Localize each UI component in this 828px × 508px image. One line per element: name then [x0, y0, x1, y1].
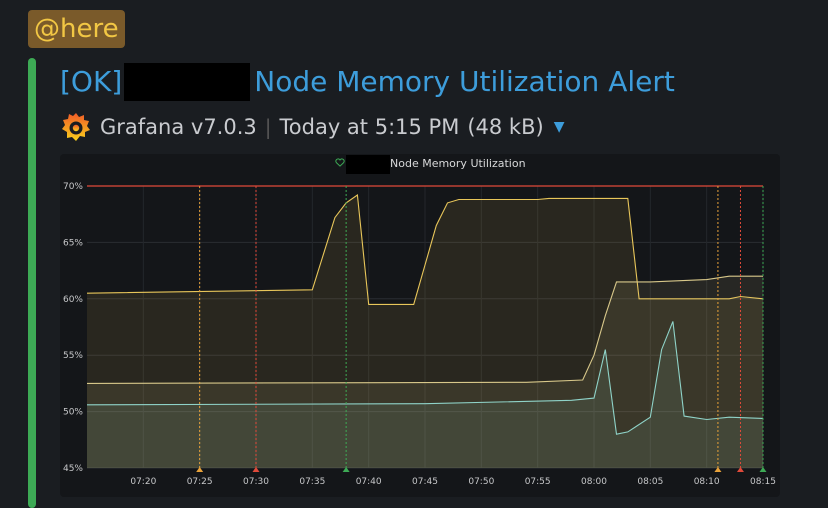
alert-status[interactable]: [OK] [60, 65, 123, 98]
annotation-marker-icon[interactable] [736, 467, 744, 472]
x-tick-label: 08:15 [750, 477, 776, 487]
series-line-1 [86, 194, 764, 305]
x-tick-label: 07:20 [130, 477, 156, 487]
memory-chart: 45% 50% 55% 60% 65% 70% 07:20 07:25 07:30 07:35 07… [63, 155, 776, 487]
chart-panel[interactable]: 45% 50% 55% 60% 65% 70% 07:20 07:25 07:30 07:35 07… [60, 154, 780, 497]
here-mention[interactable]: @here [28, 10, 125, 48]
y-tick-label: 50% [63, 408, 83, 418]
redacted-block [124, 63, 251, 101]
x-tick-label: 07:30 [243, 477, 269, 487]
series-line-3 [86, 321, 764, 435]
chart-title: Node Memory Utilization [390, 157, 526, 170]
x-tick-label: 08:10 [694, 477, 720, 487]
annotation-marker-icon[interactable] [252, 467, 260, 472]
status-bar [28, 58, 36, 508]
y-tick-label: 65% [63, 238, 83, 248]
meta-separator: | [264, 115, 272, 139]
chart-title-redact [346, 155, 390, 174]
x-tick-label: 07:25 [187, 477, 213, 487]
y-tick-label: 45% [63, 464, 83, 474]
x-tick-label: 07:55 [525, 477, 551, 487]
alert-title[interactable]: [OK] Node Memory Utilization Alert [60, 62, 675, 102]
annotation-marker-icon[interactable] [342, 467, 350, 472]
x-tick-label: 07:40 [356, 477, 382, 487]
y-tick-label: 70% [63, 182, 83, 192]
x-tick-label: 07:45 [412, 477, 438, 487]
series-line-2 [86, 275, 763, 384]
x-tick-label: 07:35 [299, 477, 325, 487]
heart-icon [335, 158, 345, 167]
x-tick-label: 08:05 [637, 477, 663, 487]
attachment-time: Today at 5:15 PM [279, 115, 460, 139]
annotation-marker-icon[interactable] [196, 467, 204, 472]
expand-caret-icon[interactable]: ▼ [553, 119, 565, 135]
annotation-marker-icon[interactable] [759, 467, 767, 472]
y-tick-label: 55% [63, 351, 83, 361]
annotation-marker-icon[interactable] [714, 467, 722, 472]
series-area-2 [87, 276, 763, 468]
grafana-logo-icon [62, 113, 90, 141]
attachment-meta: Grafana v7.0.3 | Today at 5:15 PM (48 kB… [60, 110, 564, 144]
attachment-source: Grafana v7.0.3 [100, 115, 257, 139]
x-tick-label: 07:50 [468, 477, 494, 487]
y-tick-label: 60% [63, 295, 83, 305]
x-tick-label: 08:00 [581, 477, 607, 487]
alert-name[interactable]: Node Memory Utilization Alert [254, 65, 675, 98]
attachment-size: (48 kB) [467, 115, 544, 139]
